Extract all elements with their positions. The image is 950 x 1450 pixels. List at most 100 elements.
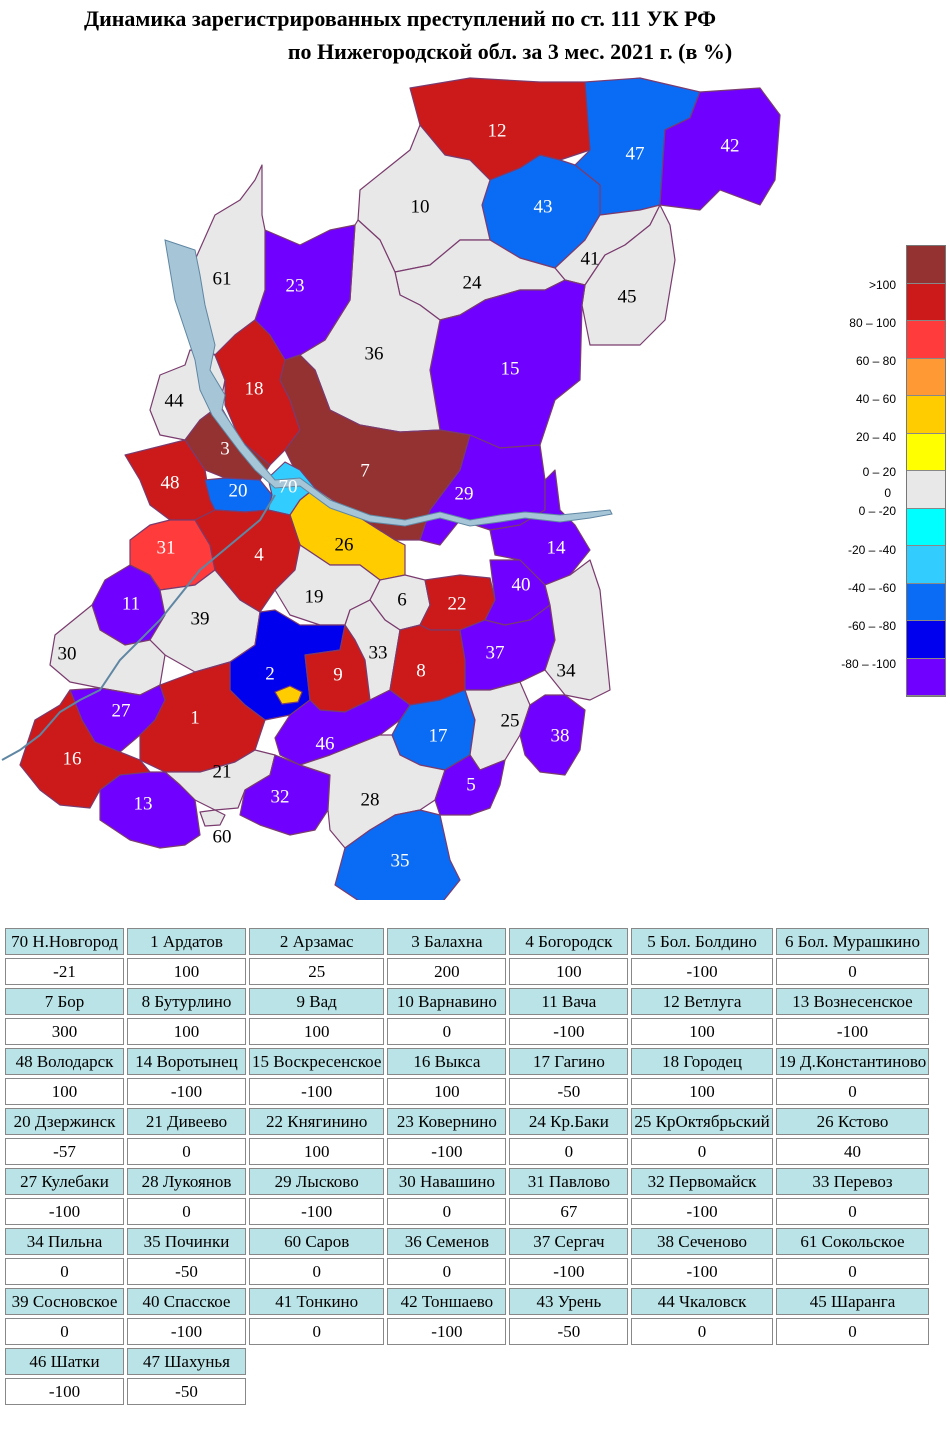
district-name-cell: 1 Ардатов [127, 928, 246, 955]
table-header-row: 70 Н.Новгород 1 Ардатов 2 Арзамас 3 Балахна… [5, 928, 930, 955]
district-name-cell: 42 Тоншаево [387, 1288, 507, 1315]
map-label-20: 20 [229, 480, 248, 501]
empty-cell [387, 1348, 506, 1375]
district-name-cell: 7 Бор [5, 988, 124, 1015]
district-value-cell: 100 [127, 1018, 246, 1045]
district-name-cell: 25 КрОктябрьский [631, 1108, 773, 1135]
district-13[interactable] [99, 771, 201, 849]
district-name-cell: 29 Лысково [249, 1168, 385, 1195]
district-value-cell: -100 [387, 1318, 507, 1345]
table-header-row: 48 Володарск 14 Воротынец 15 Воскресенское… [5, 1048, 930, 1075]
table-header-row: 34 Пильна 35 Починки 60 Саров 36 Семенов 37 … [5, 1228, 930, 1255]
district-2-enclave [274, 685, 303, 705]
map-label-34: 34 [557, 660, 577, 681]
district-value-cell: -100 [5, 1198, 124, 1225]
district-name-cell: 40 Спасское [127, 1288, 246, 1315]
district-8[interactable] [389, 624, 466, 706]
district-name-cell: 28 Лукоянов [127, 1168, 246, 1195]
title-line-2: по Нижегородской обл. за 3 мес. 2021 г. … [287, 39, 733, 64]
map-label-12: 12 [488, 120, 507, 141]
district-name-cell: 30 Навашино [387, 1168, 507, 1195]
district-name-cell: 12 Ветлуга [631, 988, 773, 1015]
district-35[interactable] [334, 809, 461, 900]
district-name-cell: 3 Балахна [387, 928, 507, 955]
district-value-cell: 0 [631, 1318, 773, 1345]
district-name-cell: 61 Сокольское [775, 1228, 930, 1255]
map-label-46: 46 [316, 733, 335, 754]
district-name-cell: 13 Вознесенское [775, 988, 930, 1015]
district-value-cell: 0 [5, 1318, 124, 1345]
empty-cell [776, 1348, 930, 1375]
map-label-36: 36 [365, 343, 384, 364]
district-name-cell: 70 Н.Новгород [5, 928, 124, 955]
map-label-16: 16 [63, 748, 82, 769]
district-5[interactable] [434, 754, 506, 816]
map-label-21: 21 [213, 761, 232, 782]
district-34[interactable] [544, 559, 611, 701]
map-label-40: 40 [512, 574, 531, 595]
empty-cell [249, 1348, 384, 1375]
district-name-cell: 35 Починки [127, 1228, 246, 1255]
map-label-43: 43 [534, 196, 553, 217]
district-value-cell: 0 [387, 1018, 507, 1045]
map-label-2: 2 [265, 663, 275, 684]
map-label-29: 29 [455, 483, 474, 504]
map-label-33: 33 [369, 642, 388, 663]
district-value-cell: -50 [509, 1078, 629, 1105]
map-label-8: 8 [416, 660, 426, 681]
map-label-25: 25 [501, 710, 520, 731]
map-label-9: 9 [333, 664, 343, 685]
district-value-cell: 300 [5, 1018, 124, 1045]
district-name-cell: 24 Кр.Баки [509, 1108, 629, 1135]
map-label-45: 45 [618, 286, 637, 307]
map-label-3: 3 [220, 438, 230, 459]
district-name-cell: 41 Тонкино [249, 1288, 385, 1315]
district-value-cell: -100 [631, 1198, 773, 1225]
district-name-cell: 5 Бол. Болдино [631, 928, 773, 955]
map-label-13: 13 [134, 793, 153, 814]
table-header-row: 27 Кулебаки 28 Лукоянов 29 Лысково 30 Наваш… [5, 1168, 930, 1195]
district-name-cell: 27 Кулебаки [5, 1168, 124, 1195]
map-label-28: 28 [361, 789, 380, 810]
district-value-cell: -100 [509, 1018, 629, 1045]
district-name-cell: 60 Саров [249, 1228, 385, 1255]
district-name-cell: 9 Вад [249, 988, 385, 1015]
district-value-cell: -100 [249, 1078, 385, 1105]
district-name-cell: 39 Сосновское [5, 1288, 124, 1315]
district-value-cell: 100 [509, 958, 629, 985]
table-value-row: 300 100 100 0 -100 100 -100 [5, 1018, 930, 1045]
district-value-cell: 0 [387, 1198, 507, 1225]
district-30[interactable] [49, 604, 166, 696]
map-label-15: 15 [501, 358, 520, 379]
table-value-row: -57 0 100 -100 0 0 40 [5, 1138, 930, 1165]
map-label-30: 30 [58, 643, 77, 664]
title-line-1: Динамика зарегистрированных преступлений… [83, 6, 717, 31]
map-label-35: 35 [391, 850, 410, 871]
map-label-39: 39 [191, 608, 210, 629]
table-value-row: 100 -100 -100 100 -50 100 0 [5, 1078, 930, 1105]
district-value-cell: 40 [775, 1138, 930, 1165]
map-label-7: 7 [360, 460, 370, 481]
district-value-cell: 100 [127, 958, 246, 985]
district-25[interactable] [464, 681, 531, 771]
district-name-cell: 36 Семенов [387, 1228, 507, 1255]
district-value-cell: -21 [5, 958, 124, 985]
map-label-32: 32 [271, 786, 290, 807]
map-label-60: 60 [213, 826, 232, 847]
district-value-cell: -100 [387, 1138, 507, 1165]
table-value-row: -21 100 25 200 100 -100 0 [5, 958, 930, 985]
district-value-cell: 0 [509, 1138, 629, 1165]
district-data-table: 70 Н.Новгород 1 Ардатов 2 Арзамас 3 Балахна… [2, 925, 932, 1408]
empty-cell [509, 1378, 628, 1405]
district-name-cell: 4 Богородск [509, 928, 629, 955]
district-value-cell: 100 [5, 1078, 124, 1105]
empty-cell [249, 1378, 384, 1405]
table-header-row: 20 Дзержинск 21 Дивеево 22 Княгинино 23 Ков… [5, 1108, 930, 1135]
district-value-cell: -50 [127, 1258, 246, 1285]
district-42[interactable] [659, 87, 781, 211]
district-60[interactable] [199, 809, 226, 827]
table-header-row: 46 Шатки 47 Шахунья [5, 1348, 929, 1375]
district-1[interactable] [139, 661, 266, 773]
district-38[interactable] [519, 694, 586, 776]
